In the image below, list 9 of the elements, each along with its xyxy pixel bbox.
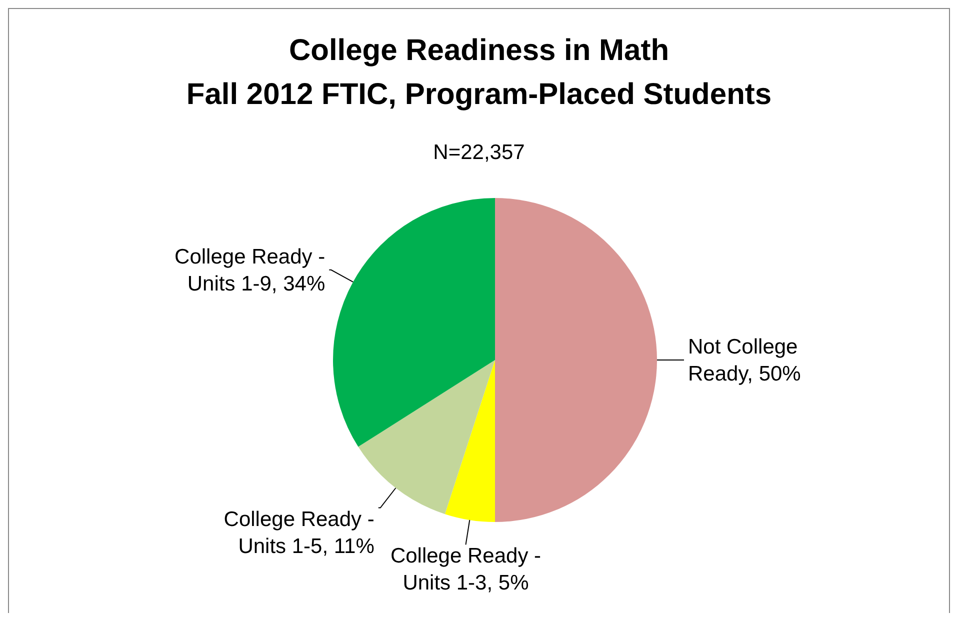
pie-slice [495,198,657,522]
slice-label: College Ready - Units 1-5, 11% [224,508,374,558]
chart-title: College Readiness in Math Fall 2012 FTIC, Program-Placed Students [185,33,773,113]
slice-label: College Ready - Units 1-3, 5% [390,544,542,595]
slice-label: Not College Ready, 50% [688,336,801,386]
slice-label: College Ready - Units 1-9, 34% [174,245,326,296]
pie-slice [333,198,495,447]
pie-slice [444,360,495,522]
chart-subtitle: N=22,357 [432,141,526,165]
